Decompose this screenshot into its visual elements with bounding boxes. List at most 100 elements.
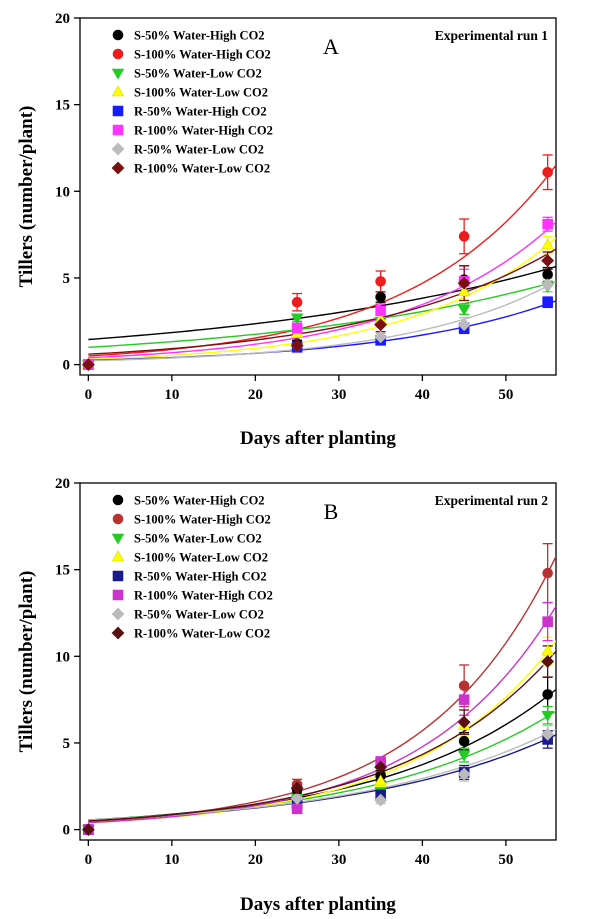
data-point-R-100% Water-Low CO2: [541, 655, 555, 668]
data-point-S-100% Water-Low CO2: [457, 285, 471, 297]
data-point-R-50% Water-Low CO2: [290, 791, 304, 805]
data-point-R-100% Water-Low CO2: [374, 318, 388, 332]
panel-letter: B: [324, 499, 339, 524]
run-annotation: Experimental run 2: [435, 493, 548, 508]
legend-marker: [112, 29, 124, 41]
y-tick-label: 5: [63, 271, 71, 287]
data-point-R-50% Water-Low CO2: [541, 278, 555, 292]
data-point-R-100% Water-Low CO2: [81, 823, 95, 837]
x-tick-label: 0: [85, 852, 93, 868]
data-point-R-100% Water-Low CO2: [374, 760, 388, 774]
panel-letter: A: [323, 34, 339, 59]
fit-curve-R-50% Water-Low CO2: [88, 728, 556, 821]
data-point-S-100% Water-High CO2: [458, 680, 470, 691]
data-point-R-100% Water-Low CO2: [290, 781, 304, 795]
data-point-S-100% Water-High CO2: [375, 276, 386, 287]
legend-label: S-100% Water-Low CO2: [134, 86, 268, 100]
legend-marker: [111, 85, 125, 97]
legend-marker: [112, 570, 124, 582]
x-tick-label: 10: [164, 852, 179, 868]
x-tick-label: 0: [85, 387, 93, 403]
data-point-S-100% Water-Low CO2: [541, 238, 554, 250]
y-tick-label: 10: [55, 649, 70, 665]
x-tick-label: 40: [415, 852, 430, 868]
legend-marker: [112, 494, 124, 506]
data-point-R-100% Water-High CO2: [375, 305, 386, 317]
fit-curve-R-100% Water-Low CO2: [88, 650, 556, 822]
data-point-S-50% Water-Low CO2: [541, 710, 554, 722]
y-axis-title: Tillers (number/plant): [16, 571, 37, 753]
data-point-R-100% Water-High CO2: [458, 694, 470, 705]
fit-curve-S-50% Water-Low CO2: [88, 280, 556, 348]
run-annotation: Experimental run 1: [435, 28, 548, 43]
legend-label: S-100% Water-Low CO2: [134, 551, 268, 565]
y-axis-title: Tillers (number/plant): [16, 106, 37, 288]
y-tick-label: 20: [55, 476, 70, 492]
data-point-R-50% Water-Low CO2: [541, 727, 555, 741]
data-point-R-100% Water-Low CO2: [290, 339, 304, 352]
data-point-S-100% Water-High CO2: [458, 231, 470, 242]
y-tick-label: 20: [55, 11, 70, 27]
legend-marker: [112, 48, 124, 60]
data-point-R-100% Water-Low CO2: [541, 254, 555, 268]
data-point-R-100% Water-High CO2: [542, 616, 553, 627]
fit-curve-S-100% Water-Low CO2: [88, 237, 556, 361]
legend-marker: [111, 550, 125, 562]
y-tick-label: 15: [55, 98, 70, 114]
legend-marker: [111, 626, 125, 640]
data-point-S-100% Water-High CO2: [542, 167, 553, 178]
legend-marker: [112, 513, 124, 525]
data-point-S-100% Water-Low CO2: [374, 774, 387, 786]
legend-marker: [111, 533, 125, 545]
data-point-S-50% Water-Low CO2: [457, 304, 471, 316]
legend-label: R-50% Water-Low CO2: [134, 608, 264, 622]
x-tick-label: 20: [248, 387, 263, 403]
data-point-S-50% Water-High CO2: [542, 269, 553, 280]
y-tick-label: 15: [55, 563, 70, 579]
fit-curve-R-100% Water-High CO2: [88, 221, 556, 359]
legend-marker: [111, 142, 125, 156]
legend-marker: [112, 105, 124, 117]
legend-label: S-100% Water-High CO2: [134, 513, 271, 527]
data-point-S-50% Water-High CO2: [375, 291, 386, 303]
y-tick-label: 0: [63, 823, 71, 839]
plot-frame: [79, 482, 557, 841]
data-point-R-100% Water-High CO2: [291, 322, 303, 334]
data-points: [81, 543, 555, 837]
x-tick-label: 10: [164, 387, 179, 403]
fit-curve-S-50% Water-Low CO2: [88, 710, 556, 821]
data-point-R-100% Water-High CO2: [542, 218, 553, 230]
legend-label: R-100% Water-High CO2: [134, 589, 273, 603]
legend-label: S-50% Water-Low CO2: [134, 532, 262, 546]
plot-frame: [79, 17, 557, 376]
chart-panel-a: 0 10 20 30 40 50 0 5 10 15 20 Days after planting Ti…: [16, 11, 557, 449]
legend-label: R-50% Water-High CO2: [134, 105, 267, 119]
x-tick-label: 30: [331, 852, 346, 868]
legend-label: S-100% Water-High CO2: [134, 48, 271, 62]
fit-curve-S-50% Water-High CO2: [88, 688, 556, 821]
data-point-R-100% Water-Low CO2: [457, 715, 471, 729]
legend-label: R-50% Water-Low CO2: [134, 143, 264, 157]
legend-label: S-50% Water-High CO2: [134, 494, 265, 508]
data-point-R-100% Water-Low CO2: [81, 358, 95, 372]
legend-marker: [112, 124, 124, 136]
legend-marker: [111, 68, 125, 80]
fit-curve-S-50% Water-High CO2: [88, 265, 556, 341]
legend-label: R-100% Water-High CO2: [134, 124, 273, 138]
fit-curve-R-100% Water-Low CO2: [88, 248, 556, 355]
y-tick-label: 5: [63, 736, 71, 752]
data-point-R-50% Water-High CO2: [542, 296, 553, 308]
legend-label: R-100% Water-Low CO2: [134, 162, 270, 176]
x-tick-label: 40: [415, 387, 430, 403]
y-tick-label: 10: [55, 184, 70, 200]
data-point-R-50% Water-Low CO2: [374, 793, 388, 807]
legend-label: R-100% Water-Low CO2: [134, 627, 270, 641]
data-point-S-50% Water-High CO2: [542, 689, 553, 700]
data-point-S-100% Water-High CO2: [291, 296, 303, 308]
data-points: [81, 154, 555, 372]
data-point-S-100% Water-High CO2: [542, 567, 553, 579]
data-point-R-50% Water-Low CO2: [457, 767, 471, 781]
legend-marker: [112, 589, 124, 601]
data-point-R-100% Water-High CO2: [291, 803, 303, 815]
